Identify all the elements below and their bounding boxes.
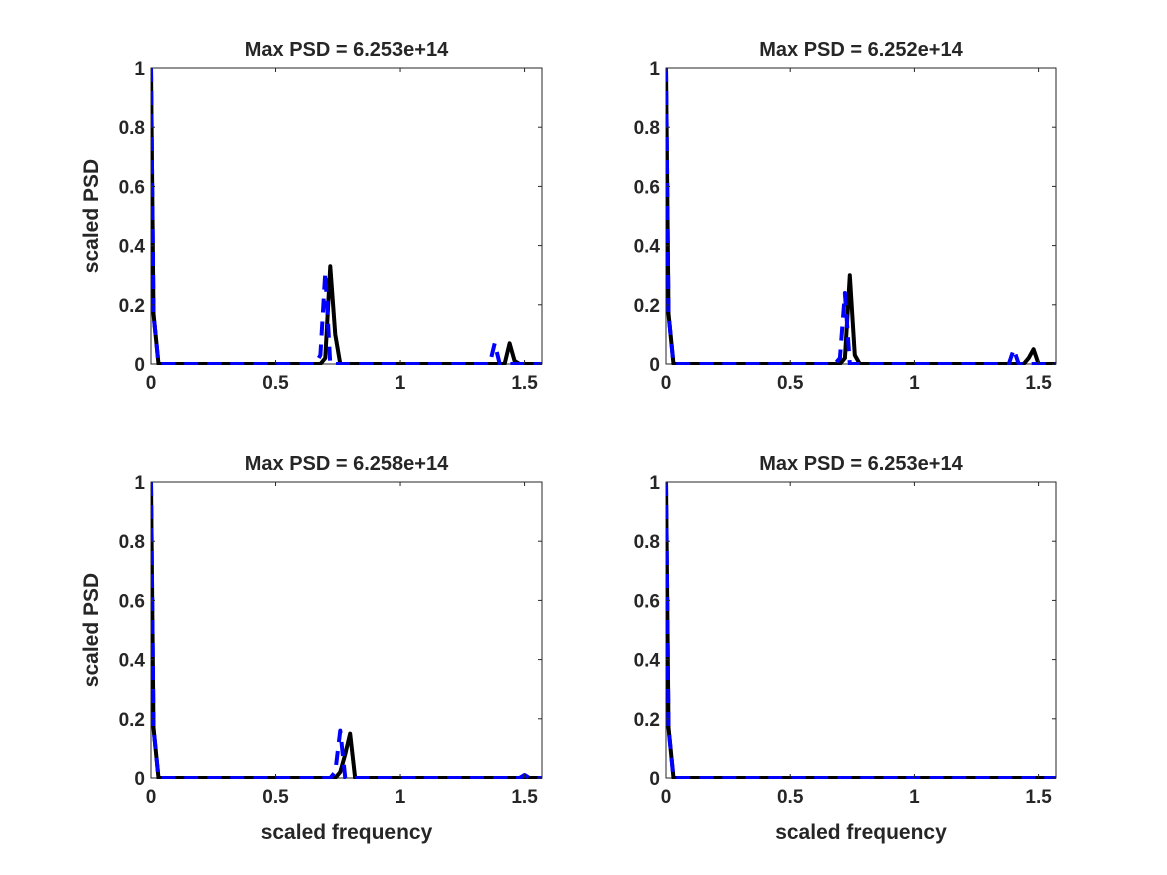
y-tick-label: 0.2 xyxy=(119,710,145,731)
series-line-dashed xyxy=(666,481,1056,779)
x-tick-label: 0 xyxy=(146,787,157,808)
x-tick-label: 0.5 xyxy=(777,787,804,808)
series-group xyxy=(151,481,542,779)
y-tick-label: 0.4 xyxy=(119,651,146,672)
subplot-title: Max PSD = 6.253e+14 xyxy=(245,39,449,61)
y-tick-label: 0 xyxy=(134,355,145,376)
y-tick-label: 0.4 xyxy=(634,651,661,672)
x-tick-label: 1 xyxy=(395,787,406,808)
x-tick-label: 1 xyxy=(909,787,920,808)
subplot-title: Max PSD = 6.258e+14 xyxy=(245,453,449,475)
subplot-2: 0 0.5 1 1.5 0 0.2 0.4 0.6 0.8 1 Max PSD = 6.252e+1… xyxy=(634,39,1057,394)
y-tick-label: 0.8 xyxy=(119,118,145,139)
y-tick-label: 1 xyxy=(649,59,660,80)
axes-box xyxy=(665,481,1057,779)
axes-box xyxy=(150,481,543,779)
y-tick-label: 0.4 xyxy=(634,237,661,258)
y-tick-label: 0.2 xyxy=(634,710,660,731)
x-tick-label: 0 xyxy=(661,787,672,808)
y-axis-label: scaled PSD xyxy=(80,159,103,273)
y-tick-label: 0.8 xyxy=(634,532,660,553)
y-tick-label: 1 xyxy=(134,59,145,80)
x-tick-label: 1.5 xyxy=(511,373,538,394)
y-tick-label: 0 xyxy=(649,769,660,790)
y-tick-label: 0.4 xyxy=(119,237,146,258)
x-tick-label: 1 xyxy=(395,373,406,394)
y-tick-label: 0.2 xyxy=(119,296,145,317)
y-tick-label: 0.8 xyxy=(119,532,145,553)
series-group xyxy=(666,481,1056,779)
x-tick-label: 0.5 xyxy=(262,787,289,808)
axes-box xyxy=(665,67,1057,365)
subplot-1: 0 0.5 1 1.5 0 0.2 0.4 0.6 0.8 1 Max PSD = 6.253e+1… xyxy=(80,39,543,394)
y-axis-label: scaled PSD xyxy=(80,573,103,687)
series-line-dashed xyxy=(666,67,1056,365)
y-tick-label: 0.2 xyxy=(634,296,660,317)
x-tick-label: 1.5 xyxy=(511,787,538,808)
y-tick-label: 0.8 xyxy=(634,118,660,139)
y-tick-label: 0.6 xyxy=(119,591,145,612)
x-tick-label: 0 xyxy=(661,373,672,394)
x-tick-label: 1.5 xyxy=(1025,373,1052,394)
subplot-title: Max PSD = 6.253e+14 xyxy=(759,453,963,475)
y-tick-label: 1 xyxy=(134,473,145,494)
y-tick-label: 0.6 xyxy=(634,177,660,198)
series-line-dashed xyxy=(151,481,542,779)
axes-box xyxy=(150,67,543,365)
y-tick-label: 0.6 xyxy=(634,591,660,612)
subplot-title: Max PSD = 6.252e+14 xyxy=(759,39,963,61)
x-tick-label: 0 xyxy=(146,373,157,394)
x-tick-label: 0.5 xyxy=(777,373,804,394)
series-line-solid xyxy=(151,481,542,779)
subplot-4: 0 0.5 1 1.5 0 0.2 0.4 0.6 0.8 1 Max PSD = 6.253e+1… xyxy=(634,453,1057,844)
series-line-dashed xyxy=(151,67,542,365)
x-tick-label: 1 xyxy=(909,373,920,394)
y-tick-label: 0.6 xyxy=(119,177,145,198)
x-axis-label: scaled frequency xyxy=(775,821,947,844)
y-tick-label: 0 xyxy=(649,355,660,376)
series-group xyxy=(666,67,1056,365)
series-group xyxy=(151,67,542,365)
x-tick-label: 1.5 xyxy=(1025,787,1052,808)
y-tick-label: 0 xyxy=(134,769,145,790)
x-tick-label: 0.5 xyxy=(262,373,289,394)
x-axis-label: scaled frequency xyxy=(261,821,433,844)
subplot-3: 0 0.5 1 1.5 0 0.2 0.4 0.6 0.8 1 Max PSD = 6.258e+1… xyxy=(80,453,543,844)
y-tick-label: 1 xyxy=(649,473,660,494)
